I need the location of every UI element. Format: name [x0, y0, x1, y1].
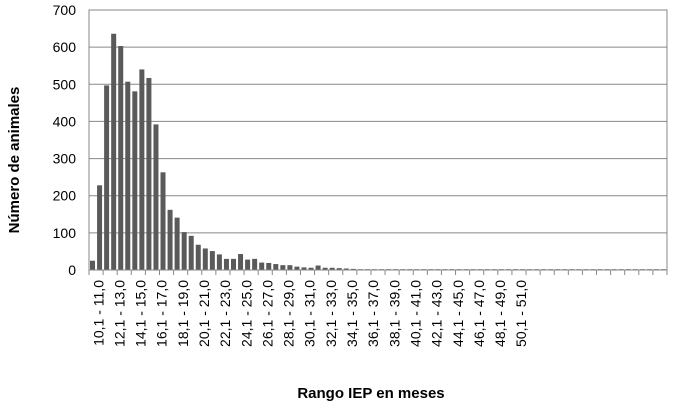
- y-tick-label: 200: [53, 188, 77, 204]
- x-tick-label: 16,1 - 17,0: [154, 280, 170, 347]
- bar: [216, 254, 222, 270]
- bar: [329, 267, 335, 270]
- x-tick-labels: 10,1 - 11,0 12,1 - 13,0 14,1 - 15,0 16,1 - …: [90, 280, 529, 347]
- y-tick-label: 300: [53, 151, 77, 167]
- x-tick-label: 14,1 - 15,0: [133, 280, 149, 347]
- bar: [322, 267, 328, 270]
- axis-layer: [88, 9, 668, 275]
- x-tick-label: 36,1 - 37,0: [365, 280, 381, 347]
- bar: [195, 244, 201, 270]
- bar: [223, 258, 229, 270]
- x-tick-label: 28,1 - 29,0: [281, 280, 297, 347]
- bar: [287, 265, 293, 270]
- x-tick-label: 32,1 - 33,0: [323, 280, 339, 347]
- bar: [266, 262, 272, 270]
- bar: [350, 268, 356, 270]
- bar: [209, 251, 215, 270]
- bar: [181, 232, 187, 270]
- x-tick-label: 26,1 - 27,0: [259, 280, 275, 347]
- bar: [118, 46, 124, 270]
- bar-layer: [90, 33, 666, 271]
- plot-frame: [88, 9, 668, 271]
- bar: [238, 254, 244, 270]
- x-tick-label: 20,1 - 21,0: [196, 280, 212, 347]
- x-tick-label: 18,1 - 19,0: [175, 280, 191, 347]
- y-axis-title: Número de animales: [6, 87, 23, 234]
- x-tick-label: 12,1 - 13,0: [111, 280, 127, 347]
- y-tick-label: 0: [68, 262, 76, 278]
- bar: [259, 262, 265, 270]
- bar: [308, 267, 314, 270]
- bar: [167, 209, 173, 270]
- bar: [160, 172, 166, 270]
- bar: [343, 268, 349, 270]
- bar: [90, 260, 96, 270]
- x-tick-label: 46,1 - 47,0: [471, 280, 487, 347]
- bar: [153, 124, 159, 271]
- bar: [188, 235, 194, 270]
- x-tick-label: 42,1 - 43,0: [429, 280, 445, 347]
- y-tick-label: 100: [53, 225, 77, 241]
- x-tick-label: 24,1 - 25,0: [238, 280, 254, 347]
- x-axis-title: Rango IEP en meses: [297, 385, 444, 402]
- bar: [301, 267, 307, 270]
- bar: [273, 264, 279, 270]
- x-tick-label: 38,1 - 39,0: [386, 280, 402, 347]
- bar: [132, 91, 138, 270]
- bar: [231, 258, 236, 270]
- y-tick-label: 400: [53, 113, 77, 129]
- x-tick-label: 22,1 - 23,0: [217, 280, 233, 347]
- bar: [252, 258, 258, 270]
- x-tick-label: 48,1 - 49,0: [492, 280, 508, 347]
- x-tick-label: 44,1 - 45,0: [450, 280, 466, 347]
- x-tick-label: 40,1 - 41,0: [407, 280, 423, 347]
- bar: [294, 266, 300, 270]
- x-tick-label: 50,1 - 51,0: [513, 280, 529, 347]
- bar: [125, 81, 131, 270]
- bar: [104, 85, 110, 271]
- bar: [97, 185, 103, 270]
- bar: [280, 265, 286, 270]
- y-tick-label: 700: [53, 2, 77, 18]
- y-tick-labels: 0 100 200 300 400 500 600 700: [53, 2, 77, 278]
- bar: [336, 268, 342, 270]
- bar: [139, 69, 145, 271]
- bar: [174, 217, 180, 270]
- x-tick-label: 30,1 - 31,0: [302, 280, 318, 347]
- y-tick-label: 500: [53, 76, 77, 92]
- bar: [111, 33, 117, 270]
- bar: [146, 77, 152, 270]
- x-tick-label: 34,1 - 35,0: [344, 280, 360, 347]
- y-tick-label: 600: [53, 39, 77, 55]
- bar: [245, 259, 251, 270]
- bar: [202, 248, 208, 270]
- grid-layer: [89, 9, 667, 234]
- x-tick-label: 10,1 - 11,0: [90, 280, 106, 346]
- bar: [315, 265, 321, 270]
